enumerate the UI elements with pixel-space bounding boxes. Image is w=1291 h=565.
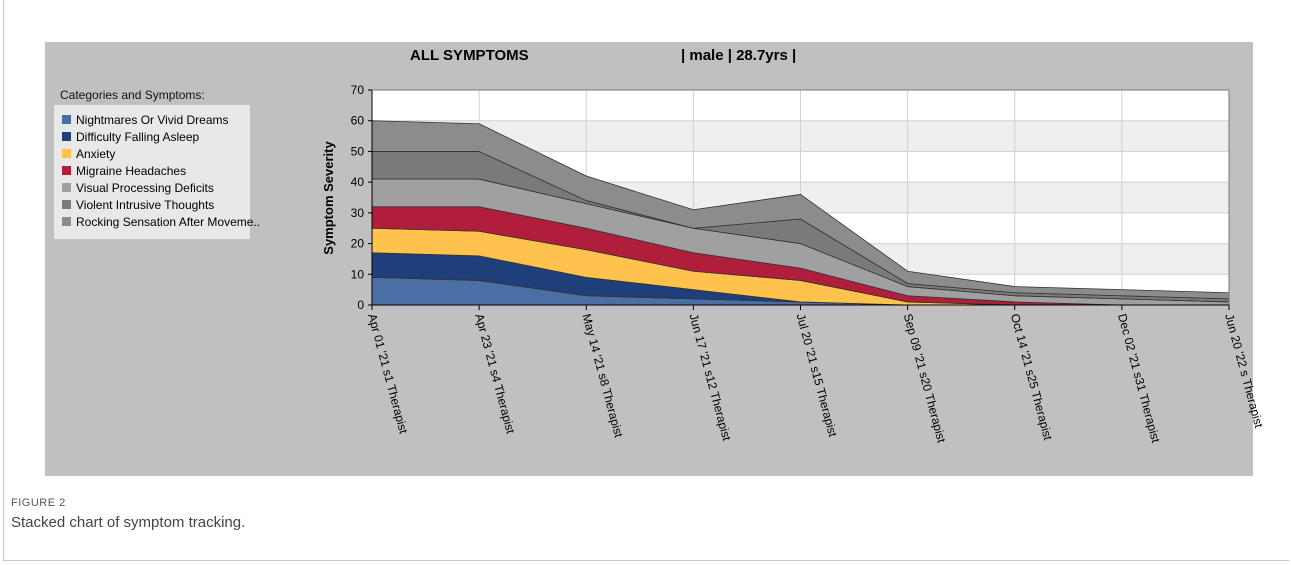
y-tick-label: 0: [357, 298, 364, 312]
legend-label: Violent Intrusive Thoughts: [76, 198, 215, 212]
y-tick-label: 10: [351, 267, 365, 281]
legend-item: Anxiety: [62, 147, 115, 161]
x-tick-label: Jun 17 '21 s12 Therapist: [686, 312, 734, 443]
y-axis-label: Symptom Severity: [321, 141, 336, 255]
x-tick-label: May 14 '21 s8 Therapist: [579, 312, 626, 439]
y-tick-label: 30: [351, 206, 365, 220]
legend-swatch: [62, 132, 71, 141]
legend-swatch: [62, 166, 71, 175]
x-tick-label: Jun 20 '22 s Therapist: [1222, 312, 1266, 430]
figure-caption: Stacked chart of symptom tracking.: [11, 514, 246, 531]
legend-label: Difficulty Falling Asleep: [76, 130, 200, 144]
legend-label: Anxiety: [76, 147, 116, 161]
legend-item: Visual Processing Deficits: [62, 181, 214, 195]
legend-heading: Categories and Symptoms:: [60, 88, 205, 102]
y-tick-label: 70: [351, 83, 365, 97]
legend-item: Nightmares Or Vivid Dreams: [62, 113, 228, 127]
legend-swatch: [62, 183, 71, 192]
y-tick-label: 60: [351, 114, 365, 128]
figure-frame: [3, 0, 1289, 561]
chart-title: ALL SYMPTOMS: [410, 47, 529, 64]
legend-label: Nightmares Or Vivid Dreams: [76, 113, 229, 127]
legend-swatch: [62, 149, 71, 158]
legend-swatch: [62, 217, 71, 226]
legend-label: Visual Processing Deficits: [76, 181, 214, 195]
chart-subtitle: | male | 28.7yrs |: [681, 47, 796, 64]
y-tick-label: 20: [351, 237, 365, 251]
x-tick-label: Apr 23 '21 s4 Therapist: [472, 312, 518, 436]
legend-swatch: [62, 200, 71, 209]
legend-label: Rocking Sensation After Moveme..: [76, 215, 261, 229]
y-tick-label: 40: [351, 175, 365, 189]
x-tick-label: Apr 01 '21 s1 Therapist: [365, 312, 411, 436]
legend-item: Violent Intrusive Thoughts: [62, 198, 214, 212]
legend-item: Rocking Sensation After Moveme..: [62, 215, 260, 229]
x-tick-label: Sep 09 '21 s20 Therapist: [901, 312, 949, 445]
x-tick-label: Oct 14 '21 s25 Therapist: [1008, 312, 1055, 442]
x-tick-label: Dec 02 '21 s31 Therapist: [1115, 312, 1163, 445]
series-areas: [371, 120, 1230, 306]
legend-item: Migraine Headaches: [62, 164, 186, 178]
legend-swatch: [62, 115, 71, 124]
legend: Nightmares Or Vivid Dreams Difficulty Fal…: [54, 105, 260, 239]
x-tick-label: Jul 20 '21 s15 Therapist: [794, 312, 841, 439]
y-tick-label: 50: [351, 144, 365, 158]
legend-label: Migraine Headaches: [76, 164, 187, 178]
legend-item: Difficulty Falling Asleep: [62, 130, 199, 144]
figure-label: FIGURE 2: [11, 497, 66, 509]
